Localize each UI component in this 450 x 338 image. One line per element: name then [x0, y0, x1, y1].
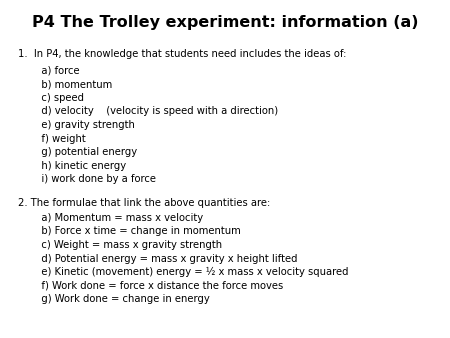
Text: a) Momentum = mass x velocity: a) Momentum = mass x velocity	[32, 213, 202, 223]
Text: a) force: a) force	[32, 66, 79, 76]
Text: 2. The formulae that link the above quantities are:: 2. The formulae that link the above quan…	[18, 198, 270, 208]
Text: f) weight: f) weight	[32, 134, 85, 144]
Text: e) gravity strength: e) gravity strength	[32, 120, 135, 130]
Text: d) velocity    (velocity is speed with a direction): d) velocity (velocity is speed with a di…	[32, 106, 278, 117]
Text: i) work done by a force: i) work done by a force	[32, 174, 156, 184]
Text: h) kinetic energy: h) kinetic energy	[32, 161, 126, 171]
Text: c) Weight = mass x gravity strength: c) Weight = mass x gravity strength	[32, 240, 221, 250]
Text: b) momentum: b) momentum	[32, 79, 112, 90]
Text: 1.  In P4, the knowledge that students need includes the ideas of:: 1. In P4, the knowledge that students ne…	[18, 49, 346, 59]
Text: P4 The Trolley experiment: information (a): P4 The Trolley experiment: information (…	[32, 15, 418, 30]
Text: f) Work done = force x distance the force moves: f) Work done = force x distance the forc…	[32, 281, 283, 291]
Text: c) speed: c) speed	[32, 93, 84, 103]
Text: d) Potential energy = mass x gravity x height lifted: d) Potential energy = mass x gravity x h…	[32, 254, 297, 264]
Text: g) Work done = change in energy: g) Work done = change in energy	[32, 294, 209, 304]
Text: b) Force x time = change in momentum: b) Force x time = change in momentum	[32, 226, 240, 237]
Text: e) Kinetic (movement) energy = ½ x mass x velocity squared: e) Kinetic (movement) energy = ½ x mass …	[32, 267, 348, 277]
Text: g) potential energy: g) potential energy	[32, 147, 137, 157]
